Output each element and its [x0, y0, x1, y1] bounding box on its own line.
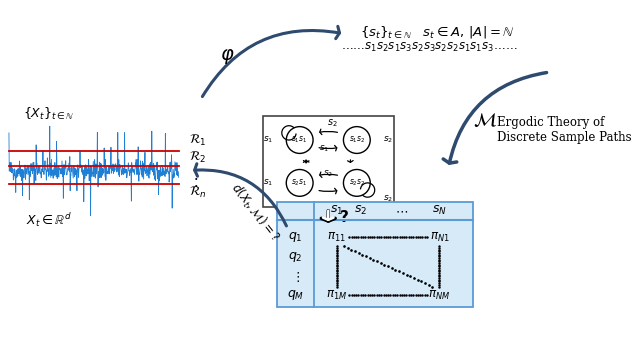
Text: $s_2s_1$: $s_2s_1$ — [291, 178, 308, 188]
Text: $\mathcal{R}_1$: $\mathcal{R}_1$ — [189, 133, 207, 149]
Circle shape — [344, 170, 370, 196]
Circle shape — [286, 170, 313, 196]
Text: $q_M$: $q_M$ — [287, 288, 304, 302]
Text: $\mathcal{R}_2$: $\mathcal{R}_2$ — [189, 150, 207, 165]
Text: $\pi_{N1}$: $\pi_{N1}$ — [429, 231, 449, 244]
Text: $d(X_t,\mathcal{M})=?$: $d(X_t,\mathcal{M})=?$ — [227, 180, 282, 245]
Text: $s_2$: $s_2$ — [355, 204, 367, 217]
Text: $\ldots\ldots s_1 s_2 s_1 s_3 s_2 s_3 s_2 s_2 s_1 s_1 s_3\ldots\ldots$: $\ldots\ldots s_1 s_2 s_1 s_3 s_2 s_3 s_… — [340, 40, 517, 54]
Text: $s_2s_2$: $s_2s_2$ — [349, 178, 365, 188]
Text: $q_1$: $q_1$ — [288, 230, 303, 244]
Text: $s_1s_2$: $s_1s_2$ — [349, 135, 365, 145]
Text: $\pi_{11}$: $\pi_{11}$ — [327, 231, 346, 244]
Text: $s_1$: $s_1$ — [319, 144, 329, 154]
Text: $\cdots$: $\cdots$ — [396, 204, 408, 217]
Circle shape — [344, 127, 370, 153]
FancyBboxPatch shape — [277, 202, 474, 307]
Text: $s_1$: $s_1$ — [330, 204, 344, 217]
Text: $s_1$: $s_1$ — [263, 135, 273, 145]
Text: Ergodic Theory of
Discrete Sample Paths: Ergodic Theory of Discrete Sample Paths — [497, 116, 631, 144]
Text: $\bullet$: $\bullet$ — [193, 182, 198, 188]
Text: $q_2$: $q_2$ — [289, 250, 303, 264]
Text: $\bullet$: $\bullet$ — [193, 169, 198, 175]
Text: $\vdots$: $\vdots$ — [291, 270, 300, 284]
Text: $s_2$: $s_2$ — [323, 169, 333, 179]
Text: $\bullet$: $\bullet$ — [193, 175, 198, 181]
Text: $\mathcal{R}_n$: $\mathcal{R}_n$ — [189, 185, 207, 200]
Text: $\pi_{NM}$: $\pi_{NM}$ — [428, 289, 451, 302]
Circle shape — [286, 127, 313, 153]
Text: $s_N$: $s_N$ — [432, 204, 447, 217]
FancyBboxPatch shape — [262, 116, 394, 207]
Text: $\{X_t\}_{t\in\mathbb{N}}$: $\{X_t\}_{t\in\mathbb{N}}$ — [24, 106, 75, 122]
Text: $\pi_{1M}$: $\pi_{1M}$ — [326, 289, 348, 302]
Text: $s_2$: $s_2$ — [383, 135, 394, 145]
Text: $s_1$: $s_1$ — [263, 178, 273, 188]
Text: $s_2$: $s_2$ — [383, 194, 394, 204]
Text: $\mathcal{M}$: $\mathcal{M}$ — [473, 112, 497, 130]
Text: $\mathbf{?}$: $\mathbf{?}$ — [339, 209, 349, 225]
Text: $\{s_t\}_{t\in\mathbb{N}}$   $s_t \in A,\, |A|=\mathbb{N}$: $\{s_t\}_{t\in\mathbb{N}}$ $s_t \in A,\,… — [360, 24, 515, 40]
Text: $s_2$: $s_2$ — [328, 117, 338, 129]
Text: $s_1s_1$: $s_1s_1$ — [291, 135, 308, 145]
Text: $\varphi$: $\varphi$ — [220, 47, 235, 67]
Text: $X_t \in \mathbb{R}^d$: $X_t \in \mathbb{R}^d$ — [26, 210, 72, 229]
